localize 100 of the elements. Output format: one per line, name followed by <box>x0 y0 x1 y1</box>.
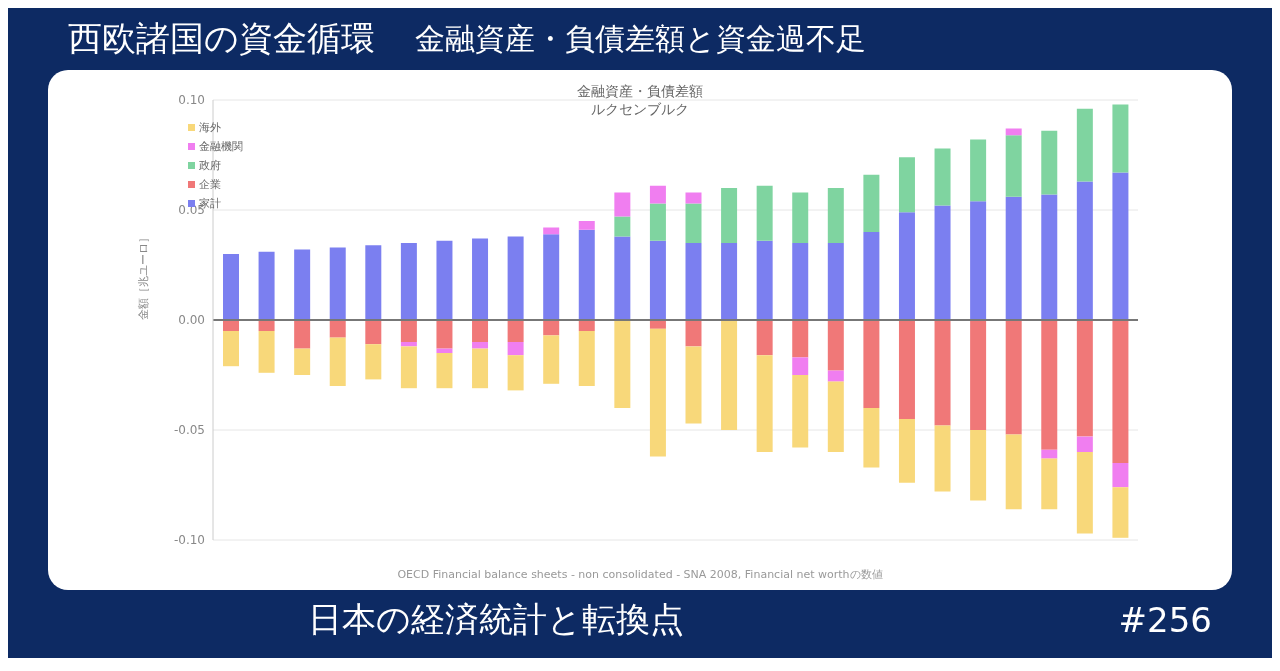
bar <box>970 430 987 501</box>
bar <box>649 185 666 204</box>
bar <box>543 320 560 336</box>
bar <box>756 355 773 452</box>
bar <box>863 174 880 232</box>
bar <box>970 201 987 320</box>
bar <box>578 320 595 331</box>
bar <box>258 251 275 320</box>
y-tick-label: -0.05 <box>173 423 205 438</box>
bar <box>898 212 915 320</box>
text: 西欧諸国の資金循環 <box>68 17 375 60</box>
bar <box>1076 452 1093 534</box>
bar <box>792 375 809 448</box>
bar <box>472 348 489 389</box>
bar <box>400 243 417 320</box>
text: 日本の経済統計と転換点 <box>308 598 684 641</box>
bar <box>756 185 773 241</box>
bar <box>1041 458 1058 510</box>
bar <box>863 232 880 320</box>
bar <box>294 320 311 349</box>
bar <box>400 320 417 342</box>
bar <box>614 236 631 320</box>
bar <box>863 320 880 408</box>
bar <box>1005 320 1022 435</box>
bar <box>294 348 311 375</box>
bar <box>507 342 524 356</box>
bar <box>898 419 915 483</box>
bar <box>258 320 275 331</box>
bar <box>898 157 915 213</box>
bar <box>294 249 311 320</box>
bar <box>1041 130 1058 195</box>
legend-label: 政府 <box>199 158 221 173</box>
bar <box>1112 104 1129 173</box>
bar <box>329 247 346 320</box>
bar <box>1112 487 1129 538</box>
bar <box>970 139 987 202</box>
bar <box>792 357 809 375</box>
bar <box>649 328 666 457</box>
bar <box>258 331 275 373</box>
bar <box>792 243 809 320</box>
bar <box>614 192 631 217</box>
bar <box>827 243 844 320</box>
bar <box>970 320 987 430</box>
bar <box>934 320 951 426</box>
bar <box>721 243 738 320</box>
bar <box>507 355 524 391</box>
bar <box>400 342 417 347</box>
bar <box>756 240 773 320</box>
bar <box>1076 108 1093 182</box>
bar <box>365 245 382 320</box>
bar <box>827 320 844 371</box>
bar <box>223 331 239 367</box>
chart-title: 金融資産・負債差額 <box>577 83 703 99</box>
text: OECD Financial balance sheets - non consolidated - SNA 2008, Financial net worthの数値 <box>396 567 884 582</box>
bar <box>1005 135 1022 197</box>
bar <box>685 203 702 243</box>
bar <box>1005 196 1022 320</box>
bar <box>1005 434 1022 510</box>
bar <box>1041 194 1058 320</box>
bar <box>827 370 844 382</box>
bar <box>1041 320 1058 450</box>
bar <box>223 254 239 320</box>
chart-subtitle: ルクセンブルク <box>591 101 689 117</box>
bar <box>472 320 489 342</box>
bar <box>614 320 631 408</box>
bar <box>365 344 382 380</box>
bar <box>223 320 239 331</box>
bar <box>329 337 346 386</box>
bar <box>436 240 453 320</box>
bar <box>1076 436 1093 452</box>
bar <box>472 238 489 320</box>
bar <box>792 320 809 358</box>
y-tick-label: -0.10 <box>173 533 205 548</box>
bar <box>685 192 702 204</box>
text: #256 <box>1118 600 1212 640</box>
bar <box>649 240 666 320</box>
bar <box>1076 181 1093 320</box>
bar <box>1076 320 1093 437</box>
bar <box>436 353 453 389</box>
bar <box>507 320 524 342</box>
bar <box>792 192 809 243</box>
bar <box>543 234 560 320</box>
legend-label: 海外 <box>199 120 221 135</box>
bar <box>685 243 702 320</box>
bar <box>1005 128 1022 136</box>
bar <box>436 320 453 349</box>
text: 金融資産・負債差額と資金過不足 <box>415 19 866 58</box>
y-tick-label: 0.00 <box>178 313 205 328</box>
bar <box>365 320 382 345</box>
bar <box>436 348 453 353</box>
legend-label: 企業 <box>199 177 221 192</box>
bar <box>543 227 560 235</box>
bar <box>934 205 951 320</box>
bar <box>934 148 951 206</box>
bar <box>827 381 844 452</box>
bar <box>578 229 595 320</box>
y-tick-label: 0.10 <box>178 93 205 108</box>
bar <box>507 236 524 320</box>
bar <box>898 320 915 419</box>
bar <box>1041 449 1058 459</box>
